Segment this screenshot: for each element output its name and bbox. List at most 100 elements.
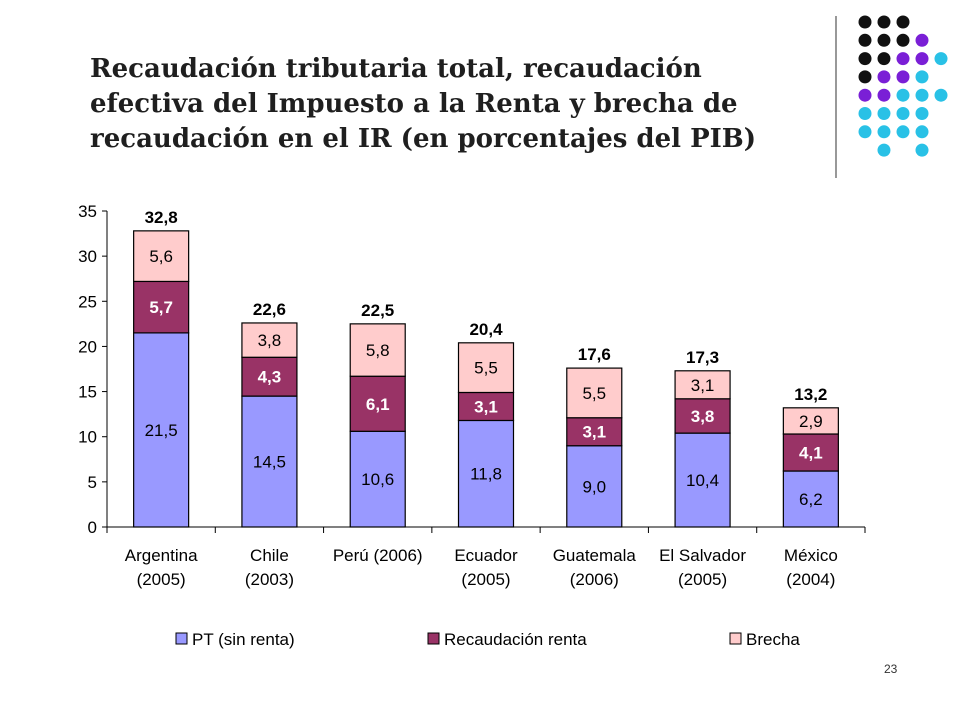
data-label-renta: 4,3	[258, 368, 282, 387]
decor-dot	[896, 107, 910, 120]
decor-dot	[877, 88, 891, 102]
y-tick-label: 20	[78, 337, 97, 356]
decor-dot	[877, 15, 891, 29]
decor-dot	[858, 52, 872, 66]
y-tick-label: 30	[78, 247, 97, 266]
data-label-renta: 3,8	[691, 407, 715, 426]
decor-dot	[877, 125, 891, 139]
decor-dot	[915, 143, 929, 157]
category-label: El Salvador	[659, 546, 746, 565]
category-sublabel: (2005)	[461, 570, 510, 589]
data-label-renta: 3,1	[474, 397, 498, 416]
decor-dot	[858, 107, 872, 120]
bar-segment-brecha	[782, 407, 839, 435]
decor-dot	[877, 52, 891, 66]
data-label-brecha: 2,9	[799, 412, 823, 431]
data-label-pt: 6,2	[799, 490, 823, 509]
decor-dot	[896, 33, 910, 47]
bar-segment-brecha	[566, 367, 623, 419]
decor-dot	[915, 107, 929, 120]
y-tick-label: 25	[78, 292, 97, 311]
data-label-renta: 5,7	[149, 298, 173, 317]
bar-segment-pt	[782, 470, 839, 528]
category-label: Guatemala	[553, 546, 637, 565]
total-label: 22,6	[253, 300, 286, 319]
y-tick-label: 10	[78, 428, 97, 447]
y-tick-label: 35	[78, 202, 97, 221]
decor-dot	[915, 70, 929, 84]
decor-dot	[896, 125, 910, 139]
legend-swatch-brecha	[729, 632, 742, 645]
data-label-brecha: 3,8	[258, 331, 282, 350]
chart-legend: PT (sin renta) Recaudación renta Brecha	[175, 630, 800, 649]
bar-segment-pt	[349, 430, 406, 528]
category-sublabel: (2005)	[137, 570, 186, 589]
bar-segment-renta	[241, 356, 298, 397]
decor-dot	[915, 33, 929, 47]
data-label-pt: 11,8	[470, 465, 502, 484]
decor-dot	[896, 15, 910, 29]
total-label: 32,8	[145, 208, 178, 227]
data-label-pt: 10,6	[361, 470, 394, 489]
legend-label-renta: Recaudación renta	[444, 630, 587, 649]
total-label: 17,3	[686, 348, 719, 367]
bar-segment-pt	[674, 432, 731, 528]
x-axis-labels: Argentina (2005) Chile (2003) Perú (2006) Ecu…	[125, 546, 838, 589]
data-label-renta: 4,1	[799, 444, 823, 463]
category-sublabel: (2006)	[570, 570, 619, 589]
decor-dot	[896, 88, 910, 102]
decor-dot	[877, 33, 891, 47]
chart-bars: 21,5 5,7 5,6 32,8 14,5 4,3 3,8 22,6 10,6 6,1 5,8 22…	[133, 208, 839, 528]
category-label: Ecuador	[454, 546, 518, 565]
bar-segment-renta	[349, 375, 406, 432]
legend-swatch-renta	[427, 632, 440, 645]
bar-segment-renta	[133, 280, 190, 334]
bar-segment-pt	[457, 419, 515, 528]
data-label-renta: 6,1	[366, 395, 390, 414]
decor-dot	[934, 88, 948, 102]
legend-swatch-pt	[175, 632, 188, 645]
total-label: 17,6	[578, 345, 611, 364]
decor-dot	[915, 52, 929, 66]
category-sublabel: (2003)	[245, 570, 294, 589]
bar-segment-brecha	[457, 342, 515, 394]
data-label-pt: 14,5	[253, 453, 286, 472]
decor-dot	[877, 70, 891, 84]
slide-number: 23	[884, 662, 898, 676]
data-label-pt: 10,4	[686, 471, 719, 490]
data-label-brecha: 5,6	[149, 247, 173, 266]
y-tick-label: 5	[88, 473, 97, 492]
total-label: 13,2	[794, 385, 827, 404]
y-tick-label: 15	[78, 383, 97, 402]
data-label-brecha: 5,8	[366, 341, 390, 360]
decor-dot	[877, 143, 891, 157]
data-label-renta: 3,1	[582, 423, 606, 442]
decor-dot	[896, 52, 910, 66]
data-label-pt: 9,0	[582, 477, 606, 496]
decor-dot	[896, 70, 910, 84]
bar-segment-brecha	[349, 323, 406, 377]
category-sublabel: (2004)	[786, 570, 835, 589]
decor-dot	[858, 70, 872, 84]
data-label-pt: 21,5	[145, 421, 178, 440]
legend-label-pt: PT (sin renta)	[192, 630, 295, 649]
decorative-dots	[835, 15, 948, 178]
decor-dot	[858, 33, 872, 47]
total-label: 20,4	[469, 320, 503, 339]
category-label: Chile	[250, 546, 289, 565]
bar-segment-brecha	[133, 230, 190, 283]
category-label: Perú (2006)	[333, 546, 423, 565]
data-label-brecha: 5,5	[582, 384, 606, 403]
bar-segment-pt	[133, 332, 190, 528]
total-label: 22,5	[361, 301, 394, 320]
category-label: Argentina	[125, 546, 198, 565]
legend-label-brecha: Brecha	[746, 630, 800, 649]
decor-dot	[858, 125, 872, 139]
slide-title: Recaudación tributaria total, recaudació…	[90, 54, 757, 154]
y-tick-label: 0	[88, 518, 97, 537]
category-label: México	[784, 546, 838, 565]
data-label-brecha: 5,5	[474, 359, 498, 378]
decor-dot	[858, 15, 872, 29]
decor-dot	[915, 88, 929, 102]
bar-segment-renta	[674, 398, 731, 434]
